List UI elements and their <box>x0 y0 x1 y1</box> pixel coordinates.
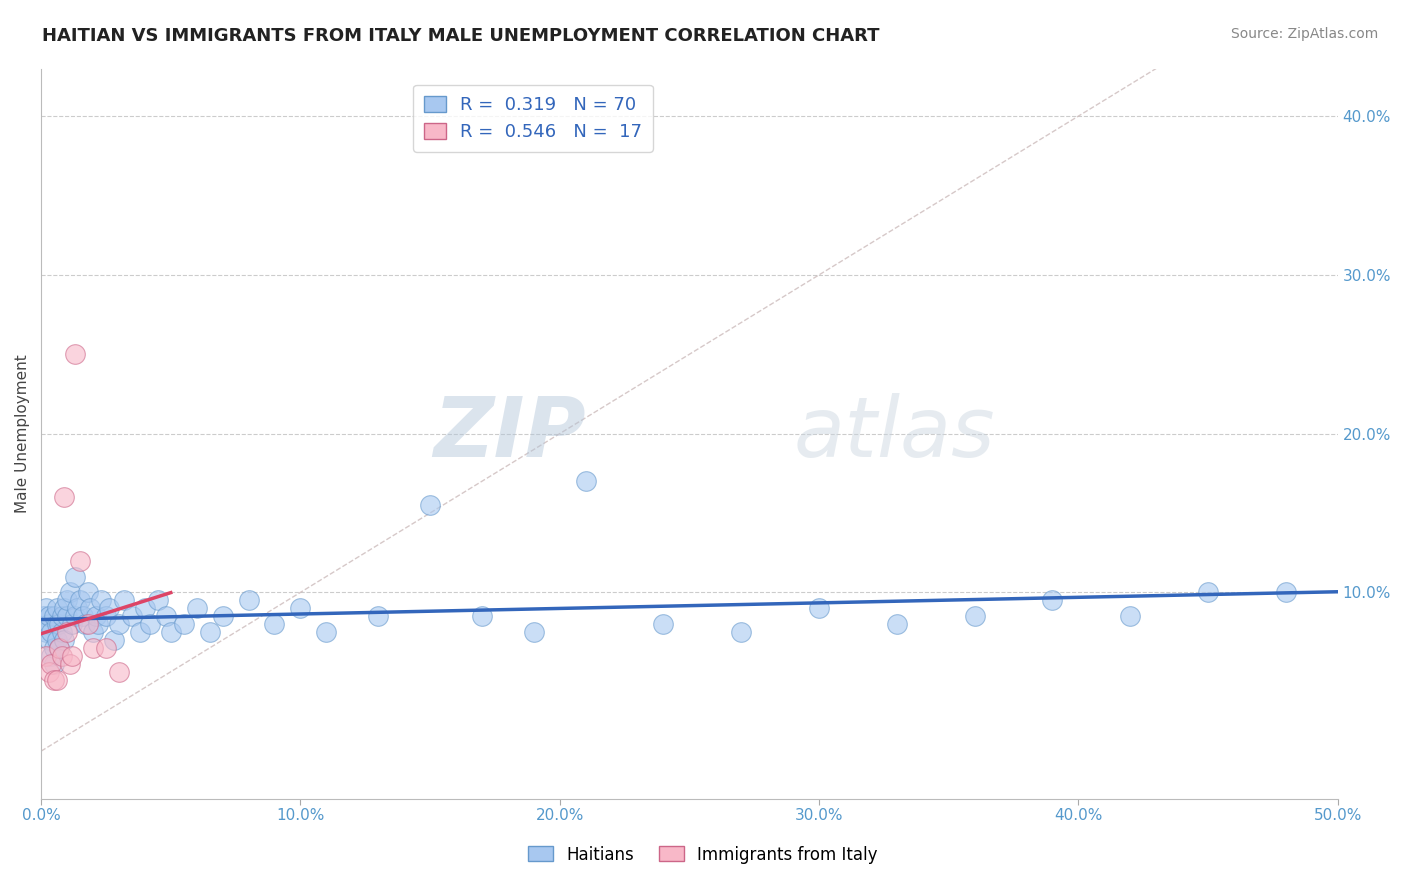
Point <box>155 609 177 624</box>
Point <box>198 625 221 640</box>
Point <box>173 617 195 632</box>
Point <box>108 617 131 632</box>
Point <box>75 617 97 632</box>
Point <box>87 617 110 632</box>
Point <box>367 609 389 624</box>
Point <box>84 609 107 624</box>
Point <box>38 665 60 679</box>
Point <box>60 617 83 632</box>
Point <box>53 601 76 615</box>
Point <box>76 617 98 632</box>
Point <box>69 593 91 607</box>
Text: Source: ZipAtlas.com: Source: ZipAtlas.com <box>1230 27 1378 41</box>
Point <box>41 648 63 663</box>
Legend: Haitians, Immigrants from Italy: Haitians, Immigrants from Italy <box>522 839 884 871</box>
Point <box>56 609 79 624</box>
Point <box>42 673 65 687</box>
Point <box>1197 585 1219 599</box>
Point <box>48 617 70 632</box>
Point <box>59 657 82 671</box>
Point <box>51 609 73 624</box>
Point <box>51 648 73 663</box>
Point <box>94 609 117 624</box>
Point <box>79 601 101 615</box>
Legend: R =  0.319   N = 70, R =  0.546   N =  17: R = 0.319 N = 70, R = 0.546 N = 17 <box>413 85 652 152</box>
Point <box>730 625 752 640</box>
Point <box>63 569 86 583</box>
Point <box>72 609 94 624</box>
Point <box>56 593 79 607</box>
Text: HAITIAN VS IMMIGRANTS FROM ITALY MALE UNEMPLOYMENT CORRELATION CHART: HAITIAN VS IMMIGRANTS FROM ITALY MALE UN… <box>42 27 880 45</box>
Point <box>38 617 60 632</box>
Point <box>45 633 67 648</box>
Point <box>48 640 70 655</box>
Point <box>186 601 208 615</box>
Point <box>45 617 67 632</box>
Point <box>97 601 120 615</box>
Point <box>60 648 83 663</box>
Point <box>238 593 260 607</box>
Point <box>76 585 98 599</box>
Point <box>963 609 986 624</box>
Point <box>63 347 86 361</box>
Point <box>139 617 162 632</box>
Point <box>45 601 67 615</box>
Point <box>51 625 73 640</box>
Point <box>808 601 831 615</box>
Point <box>35 625 58 640</box>
Point <box>419 498 441 512</box>
Point <box>35 601 58 615</box>
Point <box>41 625 63 640</box>
Point <box>575 475 598 489</box>
Point <box>53 633 76 648</box>
Point <box>263 617 285 632</box>
Point <box>1042 593 1064 607</box>
Point <box>69 554 91 568</box>
Point <box>59 585 82 599</box>
Point <box>32 609 55 624</box>
Point <box>94 640 117 655</box>
Text: atlas: atlas <box>793 393 994 475</box>
Point <box>82 640 104 655</box>
Point <box>290 601 312 615</box>
Point <box>66 601 89 615</box>
Point <box>471 609 494 624</box>
Point <box>56 625 79 640</box>
Point <box>63 609 86 624</box>
Point <box>134 601 156 615</box>
Point <box>41 657 63 671</box>
Y-axis label: Male Unemployment: Male Unemployment <box>15 354 30 513</box>
Point <box>121 609 143 624</box>
Point <box>48 640 70 655</box>
Point <box>103 633 125 648</box>
Point <box>108 665 131 679</box>
Text: ZIP: ZIP <box>433 393 586 475</box>
Point <box>523 625 546 640</box>
Point <box>146 593 169 607</box>
Point <box>53 490 76 504</box>
Point <box>35 648 58 663</box>
Point <box>315 625 337 640</box>
Point <box>1274 585 1296 599</box>
Point <box>42 609 65 624</box>
Point <box>45 673 67 687</box>
Point <box>1119 609 1142 624</box>
Point <box>42 640 65 655</box>
Point <box>652 617 675 632</box>
Point <box>128 625 150 640</box>
Point <box>112 593 135 607</box>
Point <box>90 593 112 607</box>
Point <box>42 657 65 671</box>
Point <box>82 625 104 640</box>
Point <box>211 609 233 624</box>
Point <box>159 625 181 640</box>
Point <box>38 633 60 648</box>
Point <box>38 609 60 624</box>
Point <box>886 617 908 632</box>
